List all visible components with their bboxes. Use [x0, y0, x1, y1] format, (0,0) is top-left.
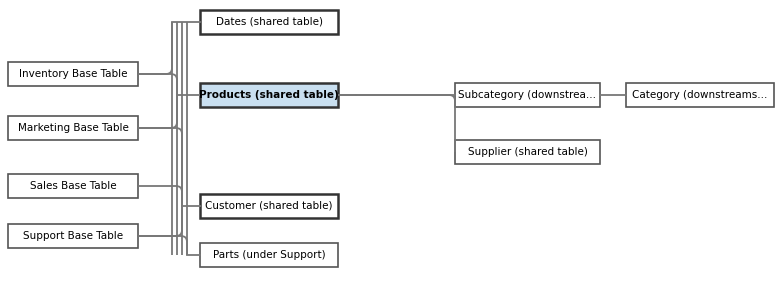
- FancyBboxPatch shape: [455, 140, 600, 164]
- FancyBboxPatch shape: [455, 83, 600, 107]
- Text: Supplier (shared table): Supplier (shared table): [468, 147, 587, 157]
- FancyBboxPatch shape: [200, 83, 338, 107]
- Text: Inventory Base Table: Inventory Base Table: [19, 69, 127, 79]
- Text: Dates (shared table): Dates (shared table): [216, 17, 323, 27]
- FancyBboxPatch shape: [200, 243, 338, 267]
- Text: Subcategory (downstrea...: Subcategory (downstrea...: [458, 90, 597, 100]
- Text: Parts (under Support): Parts (under Support): [212, 250, 326, 260]
- Text: Sales Base Table: Sales Base Table: [30, 181, 116, 191]
- FancyBboxPatch shape: [200, 194, 338, 218]
- Text: Category (downstreams...: Category (downstreams...: [633, 90, 768, 100]
- Text: Products (shared table): Products (shared table): [199, 90, 339, 100]
- FancyBboxPatch shape: [8, 224, 138, 248]
- FancyBboxPatch shape: [8, 116, 138, 140]
- FancyBboxPatch shape: [200, 10, 338, 34]
- Text: Customer (shared table): Customer (shared table): [205, 201, 333, 211]
- FancyBboxPatch shape: [8, 62, 138, 86]
- Text: Marketing Base Table: Marketing Base Table: [17, 123, 128, 133]
- Text: Support Base Table: Support Base Table: [23, 231, 123, 241]
- FancyBboxPatch shape: [626, 83, 774, 107]
- FancyBboxPatch shape: [8, 174, 138, 198]
